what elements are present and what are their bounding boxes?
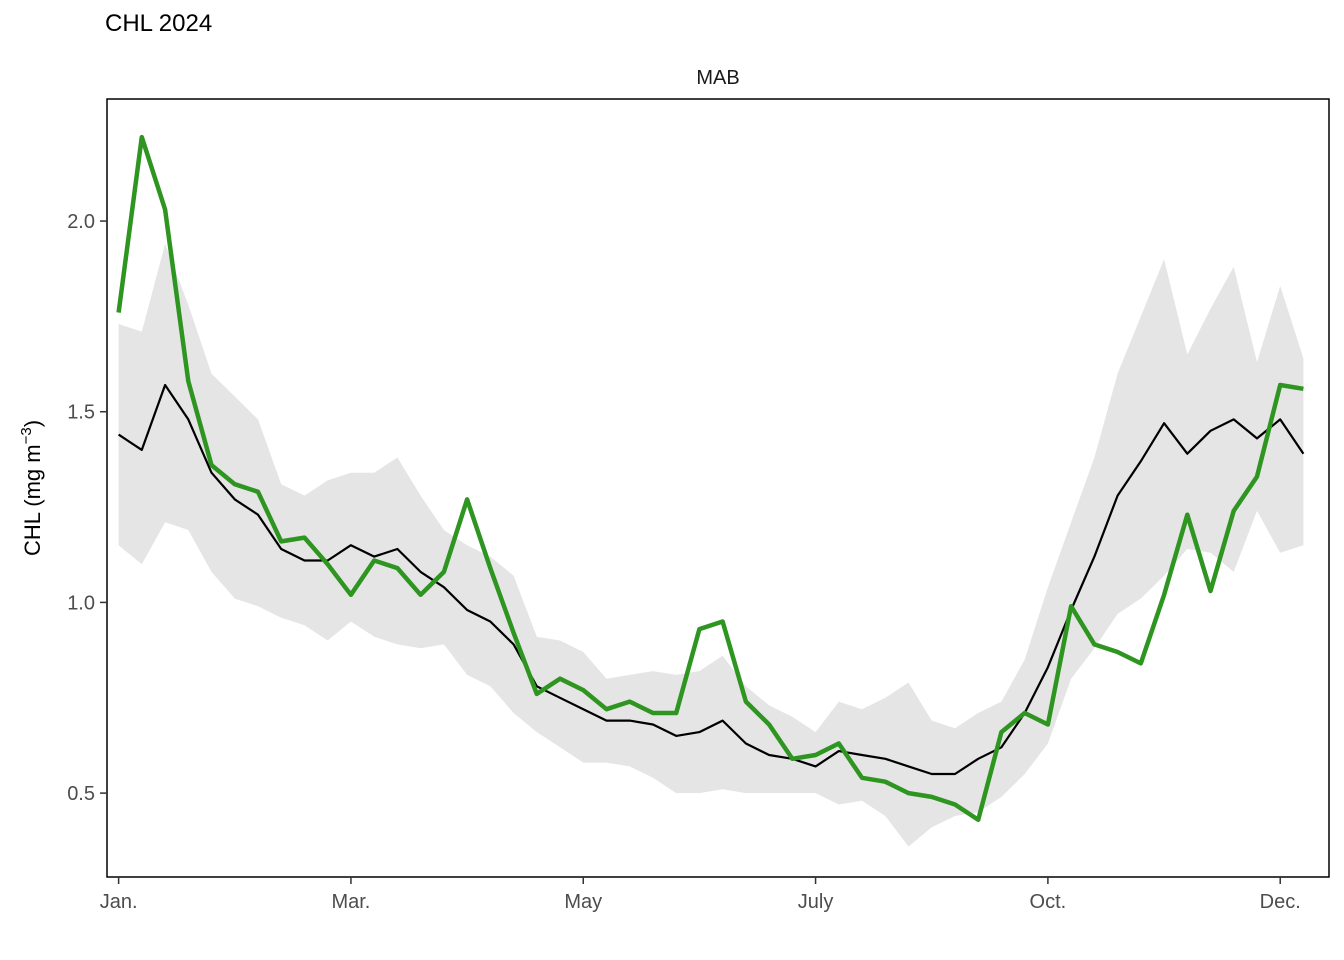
x-tick-label: Jan. [100,891,138,913]
y-axis-title-superscript: −3 [18,427,35,444]
x-tick-label: Oct. [1030,891,1067,913]
x-tick-label: Mar. [331,891,370,913]
series-line-black [117,383,1305,776]
y-tick-label: 1.5 [67,402,95,424]
y-tick-label: 2.0 [67,211,95,233]
y-axis-title-main: CHL (mg m [20,444,45,556]
chart-title: CHL 2024 [105,10,213,37]
x-tick-label: Dec. [1260,891,1301,913]
y-axis: 0.5 1.0 1.5 2.0 [67,211,107,805]
x-axis: Jan. Mar. May July Oct. Dec. [100,877,1301,913]
panel-strip: MAB [696,67,739,89]
x-tick-label: May [564,891,602,913]
panel-border [106,98,1330,878]
plot-layer [116,134,1305,847]
series-line-green [116,134,1304,823]
x-tick-label: July [798,891,834,913]
y-axis-title-close: ) [20,420,45,427]
ribbon-band [118,243,1304,847]
panel-strip-label: MAB [696,67,739,89]
y-tick-label: 0.5 [67,783,95,805]
y-tick-label: 1.0 [67,592,95,614]
y-axis-title: CHL (mg m−3) [18,420,45,556]
